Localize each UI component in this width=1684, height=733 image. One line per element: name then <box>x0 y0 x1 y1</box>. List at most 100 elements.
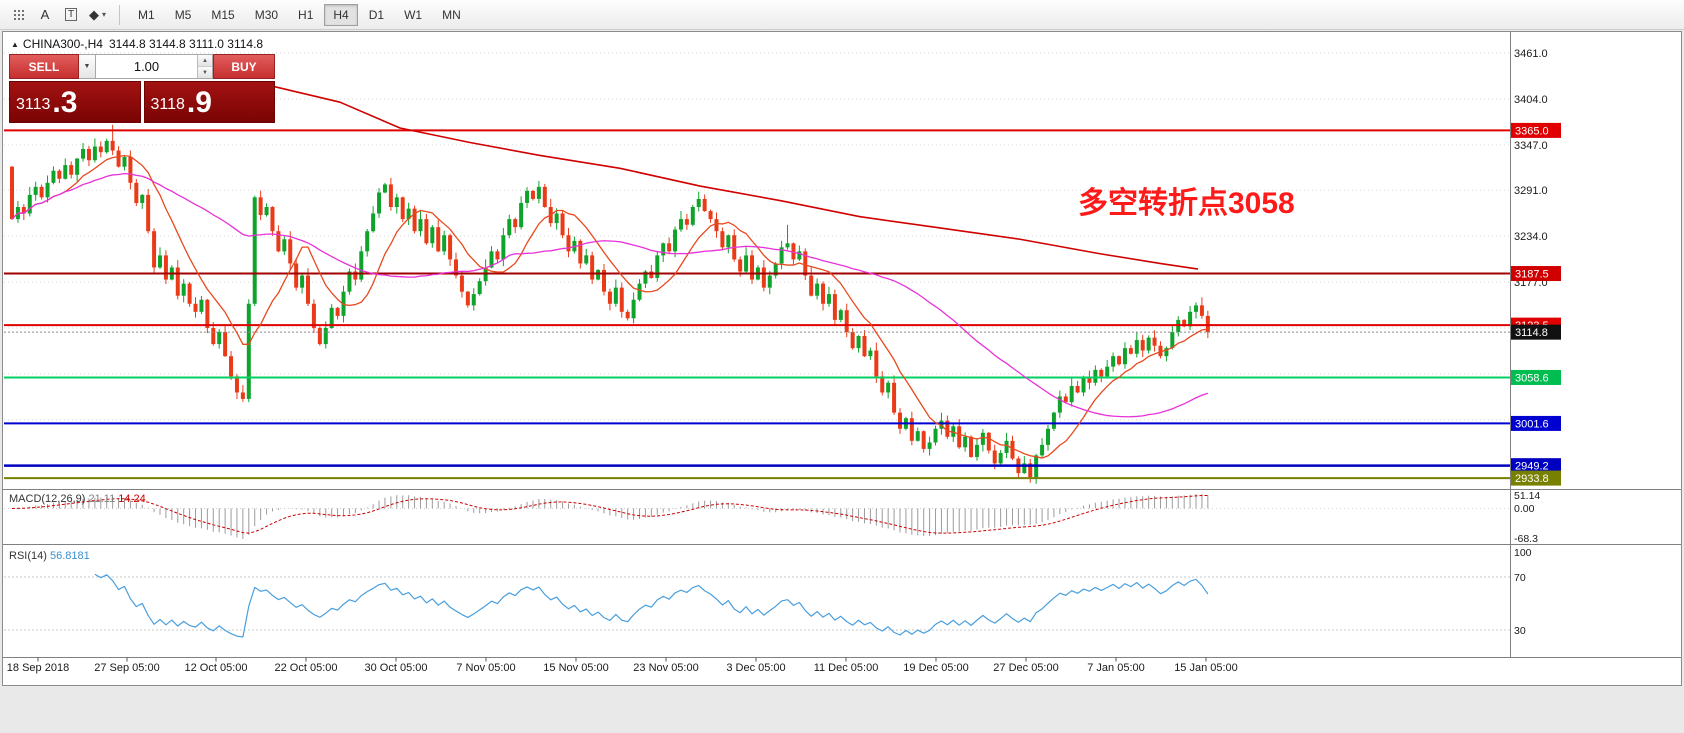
time-axis: 18 Sep 2018 27 Sep 05:00 12 Oct 05:00 22 Oc… <box>7 657 1238 674</box>
time-axis-label: 30 Oct 05:00 <box>365 662 428 674</box>
spinner-up-icon[interactable]: ▲ <box>198 55 212 67</box>
svg-text:3365.0: 3365.0 <box>1515 125 1549 137</box>
timeframe-button-h4[interactable]: H4 <box>324 3 358 26</box>
rsi-line <box>94 573 1209 638</box>
toolbar-separator <box>119 4 121 25</box>
time-axis-label: 19 Dec 05:00 <box>903 662 968 674</box>
svg-text:-68.3: -68.3 <box>1514 533 1538 545</box>
time-axis-label: 11 Dec 05:00 <box>814 662 879 674</box>
volume-input[interactable] <box>96 55 197 78</box>
timeframe-buttons: M1 M5 M15 M30 H1 H4 D1 W1 MN <box>128 3 471 26</box>
price-tag-3001.6 <box>1511 415 1561 431</box>
ma-slow-red-line <box>271 85 1199 270</box>
timeframe-button-m1[interactable]: M1 <box>129 4 164 26</box>
one-click-trading-panel: SELL ▼ ▲ ▼ BUY 3113 .3 3118 .9 <box>9 54 275 123</box>
svg-text:3347.0: 3347.0 <box>1514 140 1548 152</box>
chart-title: ▲ CHINA300-,H4 3144.8 3144.8 3111.0 3114.8 <box>11 37 263 51</box>
price-tag-2933.8 <box>1511 470 1561 486</box>
sell-price-display[interactable]: 3113 .3 <box>9 81 141 123</box>
svg-text:30: 30 <box>1514 625 1526 637</box>
time-axis-label: 15 Jan 05:00 <box>1174 662 1238 674</box>
buy-price-display[interactable]: 3118 .9 <box>143 81 275 123</box>
svg-text:3114.8: 3114.8 <box>1515 327 1548 339</box>
svg-text:2949.2: 2949.2 <box>1515 461 1549 473</box>
annotation: 多空转折点3058 <box>1078 187 1295 220</box>
timeframe-button-h1[interactable]: H1 <box>289 4 322 26</box>
candles-layer <box>10 124 1210 484</box>
timeframe-button-mn[interactable]: MN <box>433 4 470 26</box>
price-tag-2949.2 <box>1511 458 1561 474</box>
svg-text:3404.0: 3404.0 <box>1514 94 1548 106</box>
shapes-icon[interactable]: ◆ ▾ <box>85 3 110 27</box>
svg-text:51.14: 51.14 <box>1514 490 1540 502</box>
time-axis-label: 3 Dec 05:00 <box>726 662 785 674</box>
rsi-label: RSI(14) 56.8181 <box>9 550 90 562</box>
panel-frames <box>3 32 1681 658</box>
grid-dots-glyph <box>12 9 26 20</box>
horizontal-levels <box>4 129 1510 480</box>
current-price-tag <box>1511 324 1561 340</box>
price-tags: 3365.03187.53123.53058.63001.62949.22933… <box>1511 122 1561 486</box>
spinner-down-icon[interactable]: ▼ <box>198 67 212 78</box>
time-axis-label: 27 Dec 05:00 <box>993 662 1058 674</box>
timeframe-button-d1[interactable]: D1 <box>360 4 393 26</box>
text-label-glyph: T <box>64 8 78 21</box>
annotation-text[interactable]: 多空转折点3058 <box>1078 187 1295 220</box>
svg-text:3058.6: 3058.6 <box>1515 372 1549 384</box>
grid-dots-icon[interactable] <box>7 3 31 27</box>
time-axis-label: 23 Nov 05:00 <box>633 662 698 674</box>
timeframe-button-m5[interactable]: M5 <box>166 4 201 26</box>
time-axis-label: 15 Nov 05:00 <box>543 662 608 674</box>
buy-price-main: 3118 <box>150 96 185 113</box>
time-axis-label: 7 Jan 05:00 <box>1087 662 1145 674</box>
macd-label: MACD(12,26,9) 21.11 14.24 <box>9 493 146 505</box>
time-axis-label: 7 Nov 05:00 <box>456 662 515 674</box>
time-axis-label: 18 Sep 2018 <box>7 662 69 674</box>
timeframe-button-m30[interactable]: M30 <box>246 4 287 26</box>
shapes-glyph: ◆ <box>89 6 99 22</box>
volume-spinner: ▲ ▼ <box>197 55 212 78</box>
svg-text:3234.0: 3234.0 <box>1514 231 1548 243</box>
price-tag-3187.5 <box>1511 266 1561 282</box>
price-tag-3058.6 <box>1511 369 1561 385</box>
ma-mid-magenta-line <box>11 172 1209 418</box>
svg-text:100: 100 <box>1514 547 1532 559</box>
chart-window: 多空转折点3058 3461.0 3404.0 3347.0 3291.0 3234.0 3… <box>2 31 1682 686</box>
svg-text:0.00: 0.00 <box>1514 503 1535 515</box>
sell-price-main: 3113 <box>16 96 51 113</box>
time-axis-label: 22 Oct 05:00 <box>275 662 338 674</box>
sell-price-big-digit: .3 <box>52 86 78 119</box>
buy-price-big-digit: .9 <box>186 86 212 119</box>
trade-prices-row: 3113 .3 3118 .9 <box>9 81 275 123</box>
time-axis-label: 27 Sep 05:00 <box>94 662 159 674</box>
volume-dropdown-arrow-icon[interactable]: ▼ <box>79 54 96 79</box>
svg-text:2933.8: 2933.8 <box>1515 473 1549 485</box>
insert-text-icon[interactable]: A <box>33 3 57 27</box>
timeframe-button-m15[interactable]: M15 <box>202 4 243 26</box>
trade-controls-row: SELL ▼ ▲ ▼ BUY <box>9 54 275 79</box>
svg-text:3187.5: 3187.5 <box>1515 269 1549 281</box>
svg-text:3001.6: 3001.6 <box>1515 418 1549 430</box>
collapse-triangle-icon[interactable]: ▲ <box>11 40 19 49</box>
buy-button[interactable]: BUY <box>213 54 275 79</box>
chart-ohlc-values: 3144.8 3144.8 3111.0 3114.8 <box>108 37 264 51</box>
rsi-panel: 100 70 30 RSI(14) 56.8181 <box>4 547 1532 638</box>
time-axis-label: 12 Oct 05:00 <box>185 662 248 674</box>
macd-panel: 51.140.00 -68.3 MACD(12,26,9) 21.11 14.24 <box>4 490 1540 545</box>
macd-signal-line <box>11 494 1208 534</box>
timeframe-button-w1[interactable]: W1 <box>395 4 431 26</box>
chart-symbol-timeframe: CHINA300-,H4 <box>22 37 103 51</box>
shapes-dropdown-arrow-icon[interactable]: ▾ <box>102 10 107 19</box>
ma-lines <box>11 85 1209 459</box>
svg-text:3461.0: 3461.0 <box>1514 48 1548 60</box>
price-tag-3365 <box>1511 122 1561 138</box>
svg-text:3291.0: 3291.0 <box>1514 185 1548 197</box>
text-label-icon[interactable]: T <box>59 3 83 27</box>
toolbar: A T ◆ ▾ M1 M5 M15 M30 H1 H4 D1 W1 MN <box>0 0 1684 30</box>
ma-fast-orange-line <box>11 154 1208 459</box>
chart-canvas[interactable]: 多空转折点3058 3461.0 3404.0 3347.0 3291.0 3234.0 3… <box>3 32 1681 685</box>
sell-button[interactable]: SELL <box>9 54 79 79</box>
volume-field: ▲ ▼ <box>96 54 213 79</box>
